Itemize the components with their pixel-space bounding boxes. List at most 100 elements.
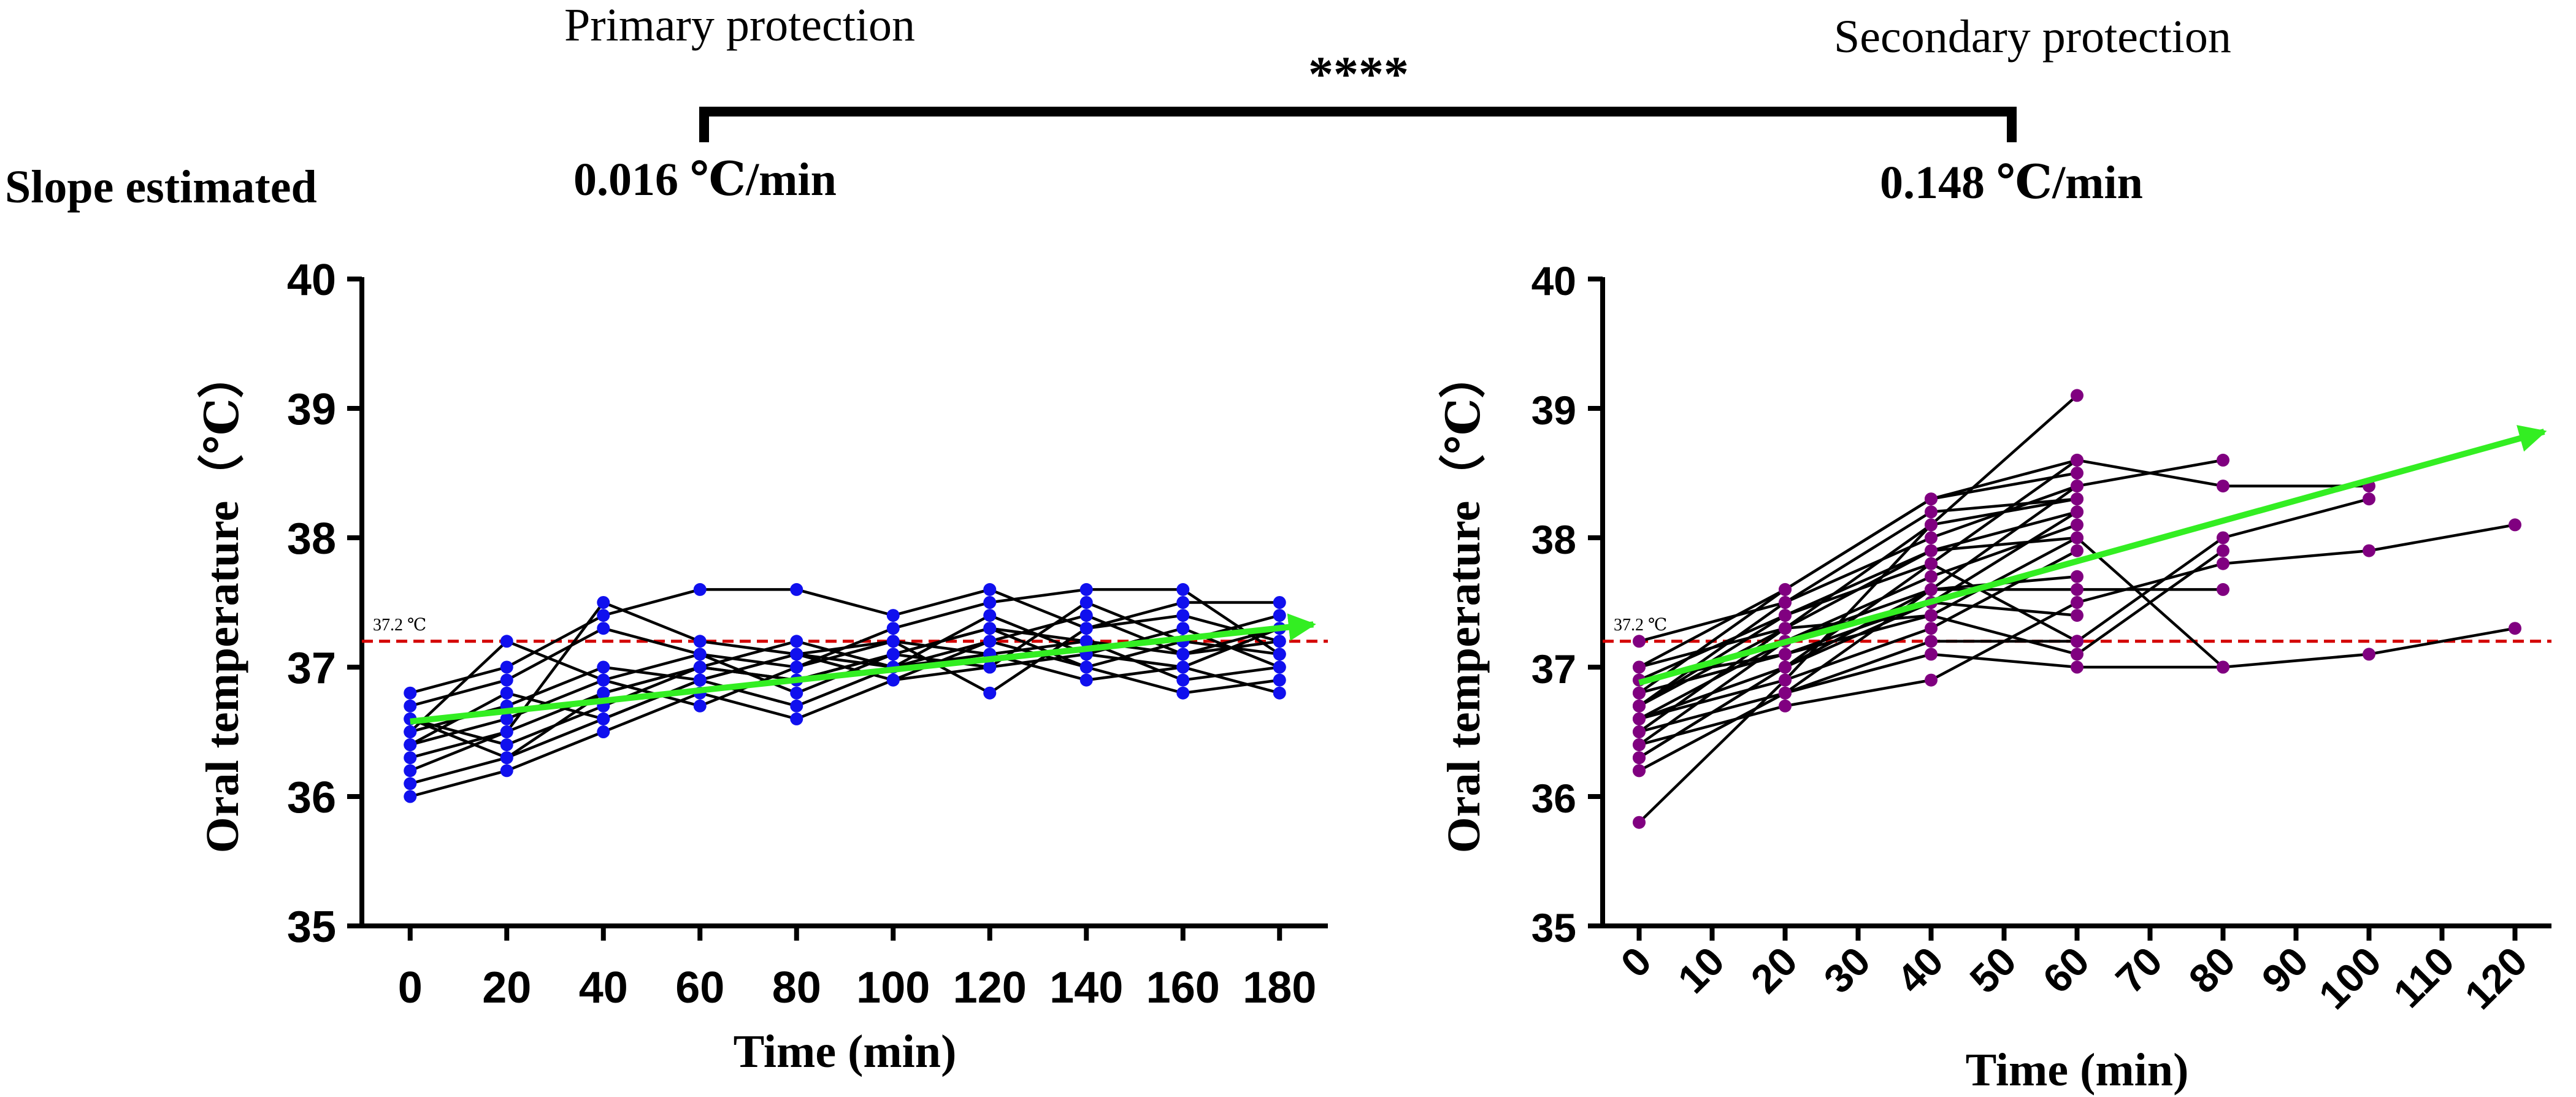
data-point — [2071, 518, 2083, 532]
x-tick-label: 40 — [1888, 938, 1952, 1002]
data-point — [983, 660, 997, 674]
y-tick-label: 35 — [1531, 905, 1576, 950]
data-point — [597, 596, 610, 609]
data-point — [597, 622, 610, 635]
data-point — [2071, 480, 2083, 493]
data-point — [1925, 518, 1938, 532]
y-axis-title: Oral temperature（℃） — [197, 352, 248, 854]
data-point — [1779, 596, 1792, 609]
series-line-S12 — [409, 627, 1280, 760]
data-point — [1633, 751, 1646, 765]
data-point — [2071, 389, 2083, 402]
x-tick-label: 100 — [2310, 938, 2390, 1018]
x-tick-label: 70 — [2107, 938, 2171, 1002]
data-point — [1079, 660, 1093, 674]
data-point — [2071, 660, 2083, 674]
data-point — [1273, 686, 1286, 700]
data-point — [886, 635, 900, 648]
significance-marker: **** — [1308, 46, 1409, 102]
data-point — [500, 751, 513, 765]
data-point — [2071, 583, 2083, 596]
data-point — [500, 712, 513, 725]
series-line-S7 — [1638, 497, 2370, 708]
y-tick-label: 40 — [287, 256, 336, 305]
primary-protection-chart: 35 36 37 38 39 40 0 20 40 60 80 100 120 140 160 180 Time… — [197, 256, 1328, 1077]
left-slope-value: 0.016 ℃/min — [573, 154, 837, 205]
data-point — [693, 635, 707, 648]
data-point — [1633, 725, 1646, 738]
data-point — [1925, 570, 1938, 583]
data-point — [886, 622, 900, 635]
data-point — [693, 699, 707, 713]
x-tick-label: 160 — [1146, 963, 1220, 1012]
data-point — [1273, 609, 1286, 622]
data-point — [1925, 673, 1938, 687]
series-line-S2 — [410, 640, 1280, 785]
data-point — [1273, 648, 1286, 661]
data-point — [1633, 699, 1646, 713]
x-tick-label: 10 — [1669, 938, 1733, 1002]
x-tick-label: 80 — [772, 963, 821, 1012]
y-axis-title: Oral temperature（℃） — [1438, 352, 1490, 854]
data-point — [790, 635, 803, 648]
x-tick-label: 180 — [1243, 963, 1316, 1012]
data-point — [404, 686, 417, 700]
x-tick-label: 30 — [1815, 938, 1879, 1002]
data-point — [983, 622, 997, 635]
data-point — [1633, 660, 1646, 674]
x-tick-label: 0 — [1612, 938, 1660, 986]
x-tick-label: 140 — [1049, 963, 1123, 1012]
data-point — [1176, 686, 1190, 700]
x-tick-label: 120 — [953, 963, 1027, 1012]
y-tick-label: 39 — [287, 385, 336, 434]
left-panel-title: Primary protection — [564, 0, 915, 51]
data-point — [1176, 609, 1190, 622]
data-point — [790, 699, 803, 713]
data-point — [983, 635, 997, 648]
x-tick-label: 20 — [482, 963, 531, 1012]
x-tick-label: 60 — [2034, 938, 2098, 1002]
series-line-S13 — [1638, 549, 2078, 721]
right-slope-value: 0.148 ℃/min — [1880, 157, 2143, 208]
data-point — [597, 725, 610, 738]
data-point — [2071, 596, 2083, 609]
significance-bracket — [699, 107, 2017, 142]
series-line-S18 — [1638, 640, 2077, 772]
series-line-S20 — [1638, 510, 2078, 682]
series-line-S11 — [1638, 497, 2077, 643]
series-line-S19 — [1638, 459, 2078, 668]
data-point — [1633, 635, 1646, 648]
series-line-S1 — [1638, 394, 2078, 824]
data-point — [1779, 699, 1792, 713]
data-point — [1925, 635, 1938, 648]
series-line-S8 — [410, 588, 1280, 695]
data-point — [2217, 557, 2229, 570]
data-point — [886, 673, 900, 687]
data-point — [693, 660, 707, 674]
reference-line-label: 37.2 ℃ — [373, 616, 426, 635]
data-point — [597, 660, 610, 674]
data-point — [1925, 583, 1938, 596]
data-point — [790, 686, 803, 700]
data-point — [1925, 505, 1938, 519]
x-tick-label: 90 — [2253, 938, 2317, 1002]
data-point — [1273, 673, 1286, 687]
data-point — [1779, 660, 1792, 674]
x-tick-label: 120 — [2456, 938, 2536, 1018]
data-point — [1779, 583, 1792, 596]
data-point — [597, 686, 610, 700]
data-point — [2071, 467, 2083, 480]
series-line-S12 — [1638, 510, 2078, 759]
data-point — [500, 660, 513, 674]
data-point — [1176, 673, 1190, 687]
x-tick-label: 20 — [1742, 938, 1806, 1002]
data-point — [2217, 660, 2229, 674]
y-tick-label: 37 — [287, 644, 336, 693]
data-point — [1176, 648, 1190, 661]
data-point — [1779, 673, 1792, 687]
data-point — [404, 738, 417, 752]
x-tick-label: 80 — [2180, 938, 2244, 1002]
data-point — [983, 609, 997, 622]
data-point — [2071, 609, 2083, 622]
data-point — [1079, 609, 1093, 622]
